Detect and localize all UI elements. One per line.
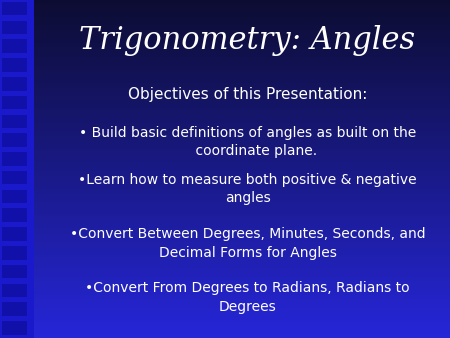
Bar [2, 171, 27, 185]
Text: Trigonometry: Angles: Trigonometry: Angles [80, 25, 415, 56]
Bar [2, 115, 27, 128]
Bar [2, 77, 27, 91]
Bar [2, 58, 27, 72]
Text: Objectives of this Presentation:: Objectives of this Presentation: [128, 87, 367, 102]
Text: •Convert From Degrees to Radians, Radians to
Degrees: •Convert From Degrees to Radians, Radian… [85, 281, 410, 314]
Bar [2, 246, 27, 260]
Bar [2, 152, 27, 166]
Text: •Learn how to measure both positive & negative
angles: •Learn how to measure both positive & ne… [78, 173, 417, 206]
Bar [2, 133, 27, 147]
Bar [2, 265, 27, 278]
Bar [2, 284, 27, 297]
Bar [2, 2, 27, 16]
Bar [0, 0, 34, 338]
Bar [2, 96, 27, 109]
Text: •Convert Between Degrees, Minutes, Seconds, and
Decimal Forms for Angles: •Convert Between Degrees, Minutes, Secon… [70, 227, 425, 260]
Bar [2, 21, 27, 34]
Bar [2, 190, 27, 203]
Bar [2, 302, 27, 316]
Bar [2, 209, 27, 222]
Bar [2, 321, 27, 335]
Bar [2, 40, 27, 53]
Text: • Build basic definitions of angles as built on the
    coordinate plane.: • Build basic definitions of angles as b… [79, 126, 416, 158]
Bar [2, 227, 27, 241]
